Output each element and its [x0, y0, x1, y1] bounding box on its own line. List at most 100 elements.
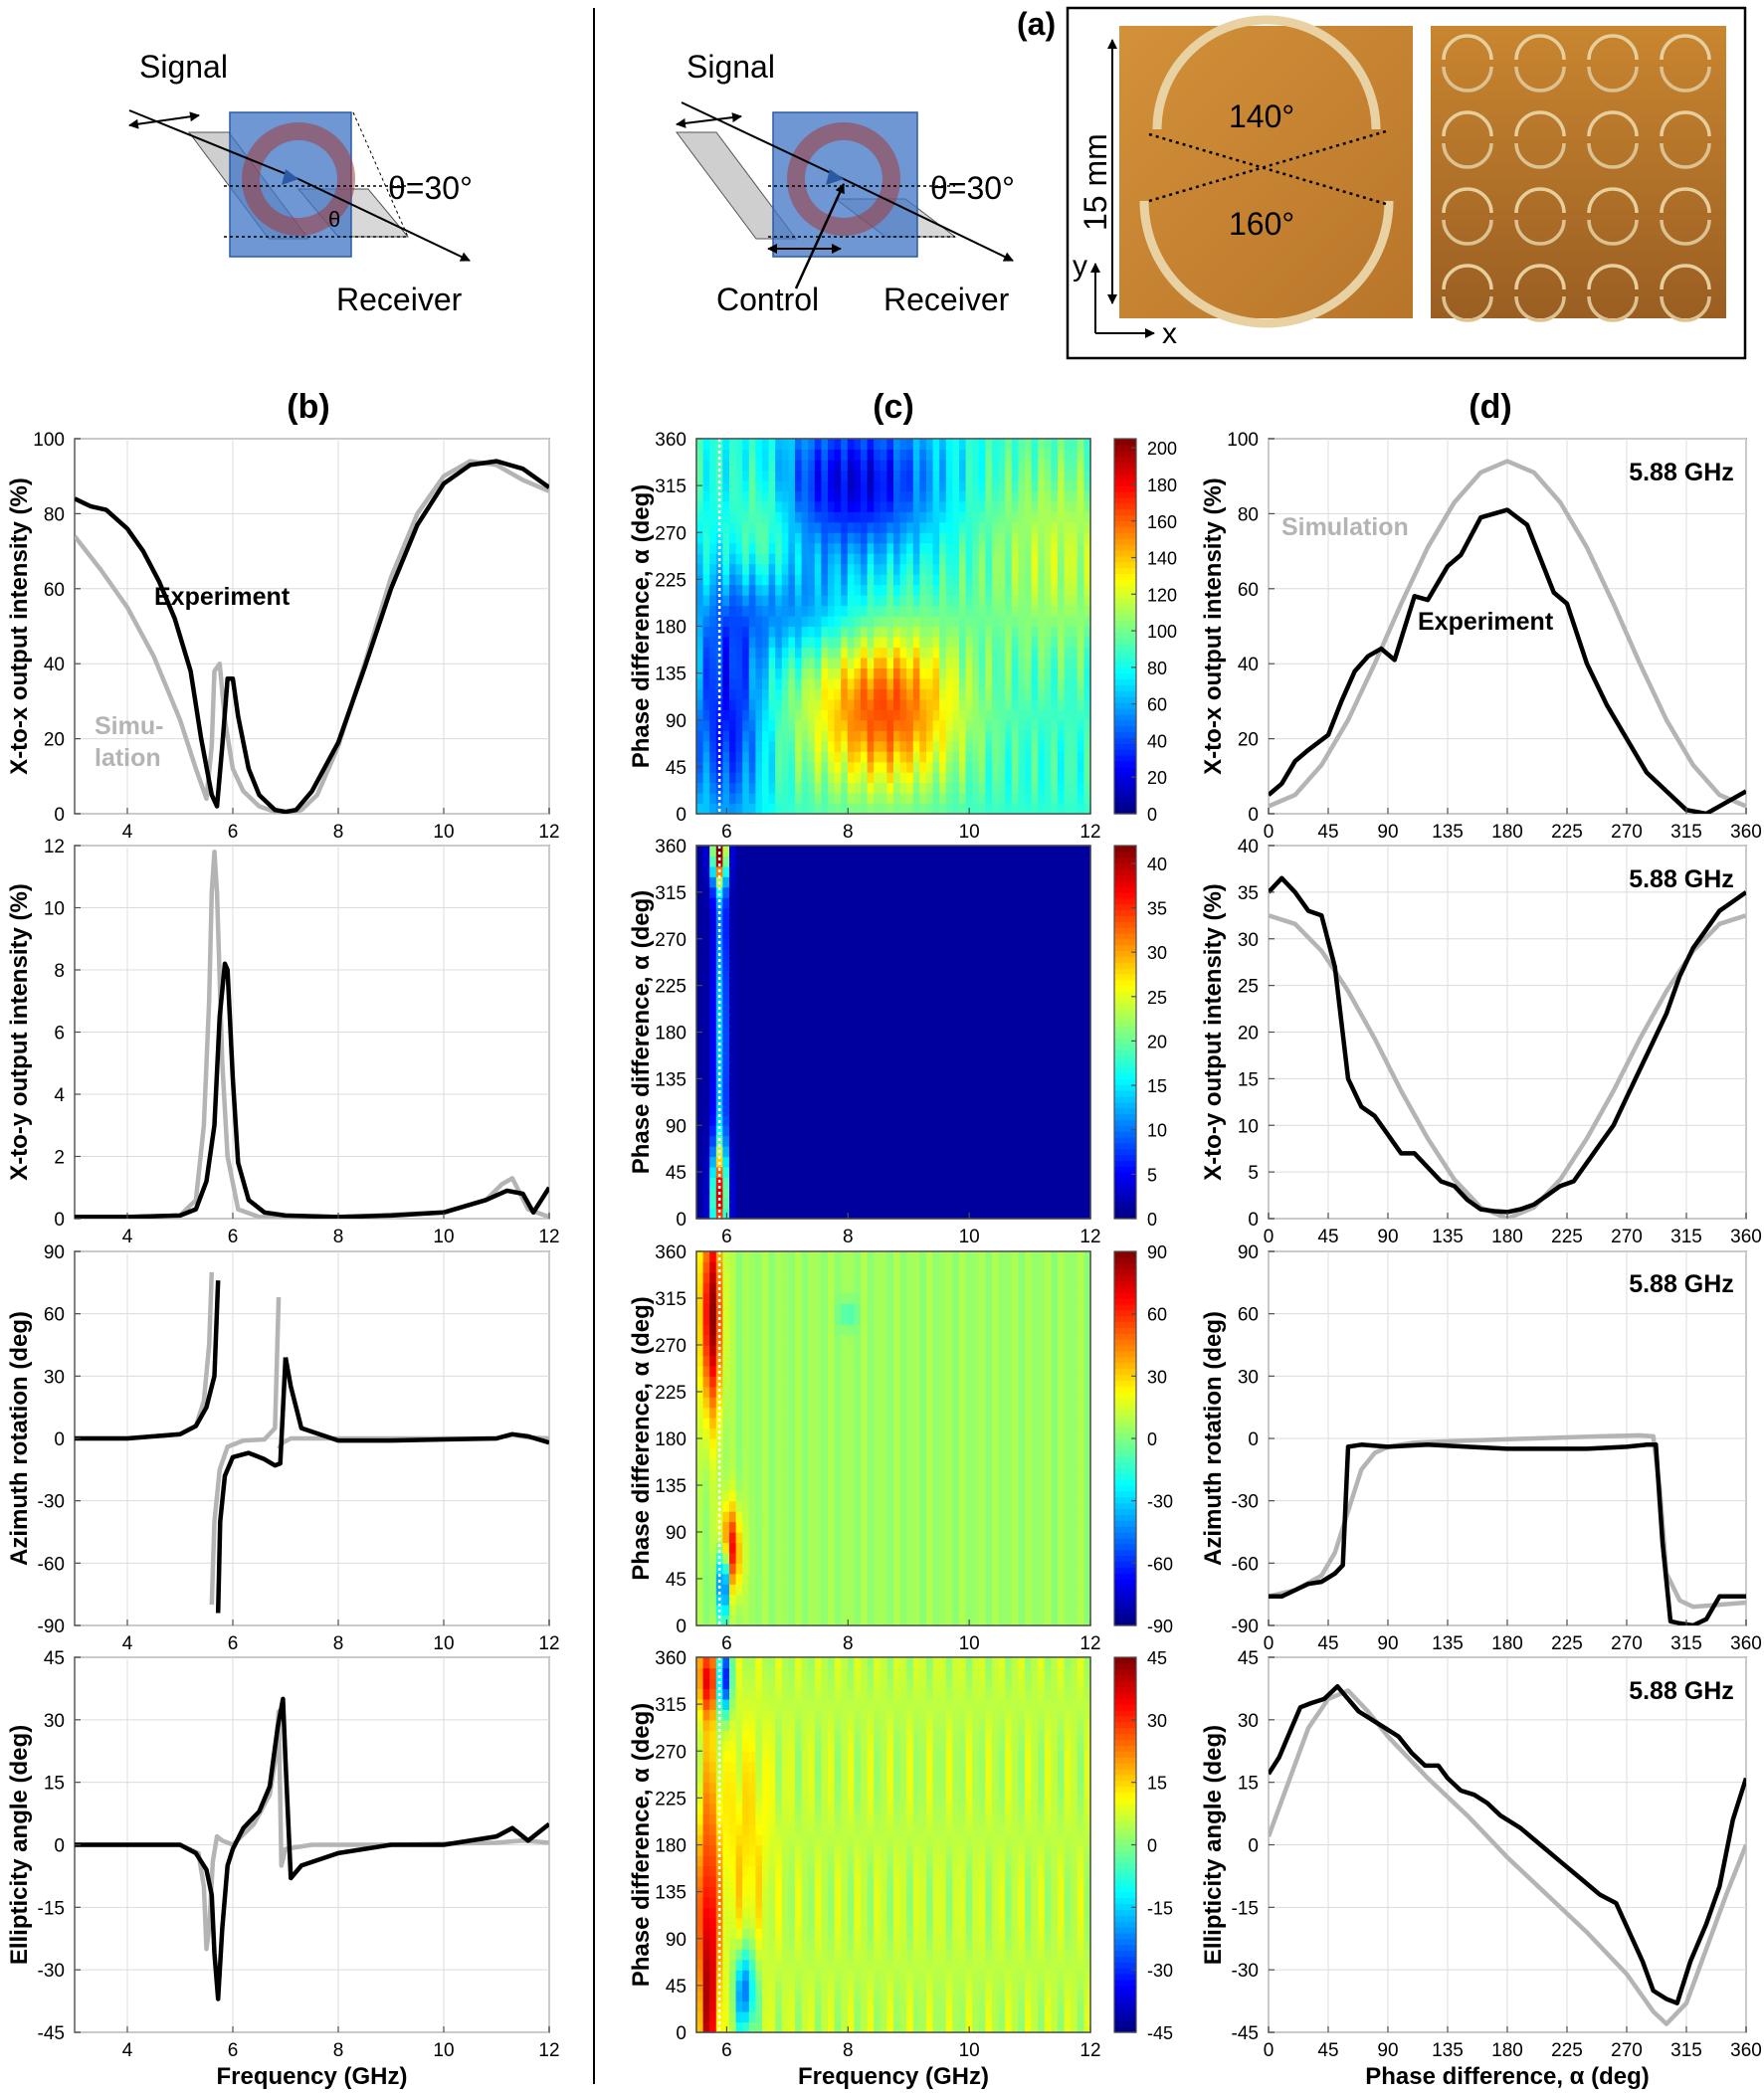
- heatmap-cell: [985, 1177, 993, 1189]
- heatmap-cell: [1071, 990, 1078, 1002]
- heatmap-cell: [1038, 1114, 1046, 1126]
- heatmap-cell: [722, 1511, 730, 1523]
- heatmap-cell: [867, 511, 875, 523]
- heatmap-cell: [775, 500, 783, 512]
- heatmap-cell: [722, 1584, 730, 1596]
- heatmap-cell: [945, 917, 953, 929]
- heatmap-cell: [893, 574, 901, 586]
- heatmap-cell: [735, 1001, 743, 1013]
- heatmap-cell: [821, 907, 829, 919]
- heatmap-cell: [781, 1073, 789, 1085]
- heatmap-cell: [1064, 959, 1072, 971]
- heatmap-cell: [709, 970, 717, 982]
- heatmap-cell: [722, 1324, 730, 1336]
- heatmap-cell: [926, 616, 934, 628]
- colorbar-segment: [1114, 591, 1136, 598]
- heatmap-cell: [899, 667, 907, 679]
- heatmap-cell: [912, 970, 920, 982]
- colorbar-segment: [1114, 702, 1136, 709]
- y-tick-label: 225: [655, 570, 686, 591]
- colorbar-segment: [1114, 1113, 1136, 1120]
- heatmap-cell: [886, 584, 894, 596]
- heatmap-cell: [1018, 595, 1026, 607]
- heatmap-cell: [1025, 1198, 1033, 1210]
- heatmap-cell: [854, 479, 862, 491]
- heatmap-cell: [1011, 907, 1019, 919]
- heatmap-cell: [1077, 667, 1084, 679]
- heatmap-cell: [834, 846, 842, 857]
- heatmap-cell: [854, 938, 862, 950]
- heatmap-cell: [1077, 688, 1084, 700]
- heatmap-cell: [1083, 1011, 1091, 1023]
- heatmap-cell: [992, 595, 1000, 607]
- heatmap-cell: [1071, 626, 1078, 638]
- heatmap-cell: [899, 772, 907, 784]
- heatmap-cell: [1018, 990, 1026, 1002]
- heatmap-cell: [912, 897, 920, 909]
- heatmap-cell: [906, 730, 914, 742]
- heatmap-cell: [841, 1022, 849, 1034]
- heatmap-cell: [828, 698, 836, 710]
- heatmap-cell: [1038, 751, 1046, 763]
- heatmap-cell: [939, 897, 947, 909]
- heatmap-cell: [1044, 1177, 1052, 1189]
- heatmap-cell: [886, 479, 894, 491]
- y-tick-label: 90: [666, 711, 686, 732]
- heatmap-cell: [998, 1042, 1006, 1053]
- heatmap-cell: [861, 1073, 869, 1085]
- heatmap-cell: [919, 688, 927, 700]
- heatmap-cell: [768, 740, 776, 752]
- heatmap-cell: [1025, 1083, 1033, 1095]
- heatmap-cell: [814, 1166, 822, 1178]
- heatmap-cell: [735, 1062, 743, 1074]
- heatmap-cell: [742, 698, 750, 710]
- heatmap-cell: [1038, 772, 1046, 784]
- heatmap-cell: [899, 616, 907, 628]
- heatmap-cell: [1044, 470, 1052, 481]
- heatmap-cell: [919, 803, 927, 815]
- heatmap-cell: [775, 626, 783, 638]
- heatmap-cell: [1058, 1114, 1066, 1126]
- heatmap-cell: [847, 470, 855, 481]
- heatmap-cell: [781, 470, 789, 481]
- heatmap-cell: [781, 730, 789, 742]
- heatmap-cell: [886, 856, 894, 867]
- heatmap-cell: [965, 439, 973, 451]
- ring-array-top-arc: [1442, 34, 1493, 61]
- heatmap-cell: [841, 439, 849, 451]
- heatmap-cell: [788, 719, 796, 731]
- heatmap-cell: [1044, 719, 1052, 731]
- heatmap-cell: [1018, 677, 1026, 689]
- heatmap-cell: [1083, 1052, 1091, 1064]
- heatmap-cell: [880, 521, 887, 533]
- heatmap-cell: [696, 959, 704, 971]
- heatmap-cell: [1031, 876, 1039, 888]
- heatmap-cell: [847, 1104, 855, 1116]
- heatmap-cell: [847, 959, 855, 971]
- heatmap-cell: [886, 1198, 894, 1210]
- heatmap-cell: [1064, 500, 1072, 512]
- heatmap-cell: [861, 709, 869, 721]
- heatmap-cell: [702, 605, 710, 617]
- heatmap-cell: [1044, 563, 1052, 575]
- heatmap-cell: [834, 959, 842, 971]
- heatmap-cell: [709, 1022, 717, 1034]
- heatmap-cell: [729, 897, 737, 909]
- heatmap-cell: [985, 980, 993, 992]
- heatmap-cell: [1051, 846, 1059, 857]
- heatmap-cell: [702, 459, 710, 472]
- heatmap-cell: [821, 490, 829, 502]
- heatmap-cell: [1011, 949, 1019, 961]
- heatmap-cell: [748, 1052, 756, 1064]
- heatmap-cell: [1005, 511, 1013, 523]
- heatmap-cell: [729, 563, 737, 575]
- heatmap-cell: [952, 532, 960, 544]
- heatmap-cell: [1011, 449, 1019, 461]
- heatmap-cell: [1051, 1156, 1059, 1168]
- heatmap-cell: [821, 553, 829, 565]
- heatmap-cell: [1064, 636, 1072, 649]
- heatmap-cell: [814, 1146, 822, 1158]
- heatmap-cell: [926, 886, 934, 898]
- heatmap-cell: [998, 1052, 1006, 1064]
